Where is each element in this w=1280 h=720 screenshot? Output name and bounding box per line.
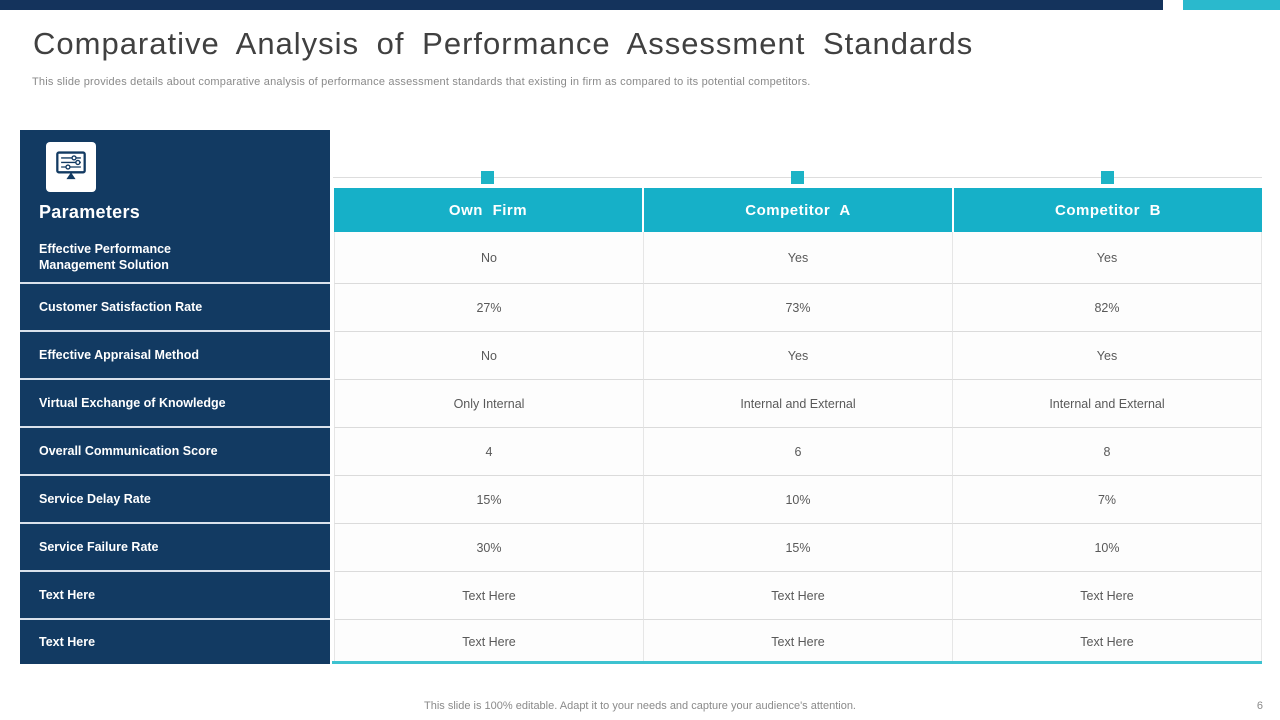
value-cell: 10% [644, 476, 953, 524]
table-header-row: Own Firm Competitor A Competitor B [20, 171, 1262, 232]
table-row: Overall Communication Score 4 6 8 [20, 428, 1262, 476]
header-spacer [20, 188, 334, 232]
header-label: Competitor A [745, 201, 851, 219]
page-title: Comparative Analysis of Performance Asse… [33, 26, 974, 61]
table-row: Effective Performance Management Solutio… [20, 232, 1262, 284]
value-cell: 15% [644, 524, 953, 572]
row-label-cell: Service Delay Rate [20, 476, 330, 524]
table-bottom-accent-line [332, 661, 1262, 664]
value-cell: Yes [644, 332, 953, 380]
page-subtitle: This slide provides details about compar… [32, 76, 811, 88]
table-row: Effective Appraisal Method No Yes Yes [20, 332, 1262, 380]
monitor-sliders-icon [56, 151, 86, 180]
value-cell: Internal and External [644, 380, 953, 428]
value-cell: Text Here [644, 572, 953, 620]
row-label-cell: Effective Performance Management Solutio… [20, 232, 330, 284]
top-accent-bar-cyan [1183, 0, 1280, 10]
header-cell-own-firm: Own Firm [334, 171, 642, 232]
value-cell: 73% [644, 284, 953, 332]
value-cell: Text Here [953, 620, 1262, 664]
header-cell-competitor-a: Competitor A [644, 171, 952, 232]
icon-tile [46, 142, 96, 192]
comparison-table: Own Firm Competitor A Competitor B Effecti… [20, 171, 1262, 664]
value-cell: 7% [953, 476, 1262, 524]
table-row: Text Here Text Here Text Here Text Here [20, 620, 1262, 664]
parameters-header-block: Parameters [20, 130, 330, 232]
table-row: Customer Satisfaction Rate 27% 73% 82% [20, 284, 1262, 332]
column-marker [791, 171, 804, 184]
value-cell: Yes [644, 232, 953, 284]
value-cell: Text Here [644, 620, 953, 664]
value-cell: Internal and External [953, 380, 1262, 428]
value-cell: Yes [953, 332, 1262, 380]
value-cell: No [334, 332, 644, 380]
header-label: Own Firm [448, 201, 528, 219]
column-marker [1101, 171, 1114, 184]
parameters-label: Parameters [39, 202, 141, 222]
header-cell-competitor-b: Competitor B [954, 171, 1262, 232]
table-row: Service Failure Rate 30% 15% 10% [20, 524, 1262, 572]
value-cell: Text Here [953, 572, 1262, 620]
value-cell: 8 [953, 428, 1262, 476]
row-label-cell: Text Here [20, 620, 330, 664]
top-accent-bar-navy [0, 0, 1163, 10]
value-cell: 27% [334, 284, 644, 332]
table-body: Effective Performance Management Solutio… [20, 232, 1262, 664]
value-cell: 15% [334, 476, 644, 524]
row-label-cell: Text Here [20, 572, 330, 620]
value-cell: 10% [953, 524, 1262, 572]
row-label-cell: Service Failure Rate [20, 524, 330, 572]
table-row: Virtual Exchange of Knowledge Only Intern… [20, 380, 1262, 428]
footer-note: This slide is 100% editable. Adapt it to… [424, 700, 856, 712]
row-label-cell: Customer Satisfaction Rate [20, 284, 330, 332]
value-cell: Only Internal [334, 380, 644, 428]
table-row: Service Delay Rate 15% 10% 7% [20, 476, 1262, 524]
column-marker [481, 171, 494, 184]
table-row: Text Here Text Here Text Here Text Here [20, 572, 1262, 620]
value-cell: 4 [334, 428, 644, 476]
value-cell: Text Here [334, 572, 644, 620]
value-cell: Text Here [334, 620, 644, 664]
row-label-cell: Virtual Exchange of Knowledge [20, 380, 330, 428]
header-label: Competitor B [1055, 201, 1161, 219]
value-cell: 6 [644, 428, 953, 476]
value-cell: No [334, 232, 644, 284]
value-cell: Yes [953, 232, 1262, 284]
page-number: 6 [1256, 700, 1263, 712]
row-label-cell: Effective Appraisal Method [20, 332, 330, 380]
value-cell: 82% [953, 284, 1262, 332]
row-label-cell: Overall Communication Score [20, 428, 330, 476]
value-cell: 30% [334, 524, 644, 572]
